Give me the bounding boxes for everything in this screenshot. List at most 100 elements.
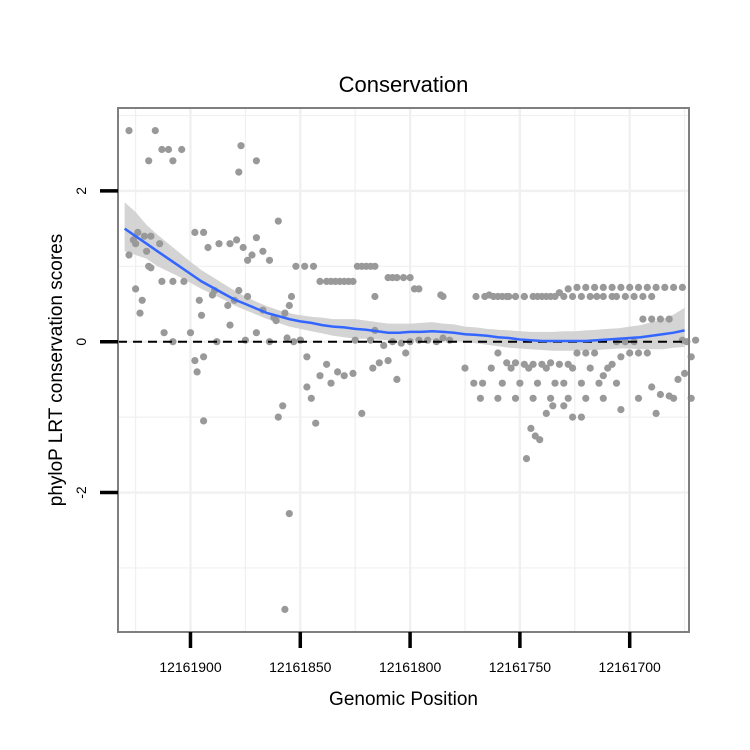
data-point	[309, 262, 318, 270]
data-point	[200, 353, 208, 361]
data-point	[415, 285, 423, 293]
data-point	[608, 360, 616, 368]
data-point	[586, 292, 594, 301]
data-point	[281, 605, 289, 614]
data-point	[151, 127, 159, 135]
x-tick-label: 12161900	[159, 659, 222, 675]
data-point	[371, 262, 379, 270]
data-point	[169, 277, 177, 285]
data-point	[138, 296, 146, 304]
data-point	[340, 372, 348, 380]
data-point	[549, 402, 557, 410]
data-point	[132, 240, 140, 248]
data-point	[358, 409, 366, 417]
data-point	[351, 336, 359, 344]
data-point	[200, 417, 208, 425]
data-point	[472, 292, 480, 301]
plot-panel-border	[117, 107, 690, 633]
data-point	[538, 292, 546, 301]
data-point	[316, 372, 324, 380]
data-point	[626, 349, 634, 357]
data-point	[226, 321, 234, 329]
data-point	[555, 289, 564, 297]
data-point	[476, 394, 484, 402]
data-point	[197, 311, 206, 319]
data-point	[577, 413, 586, 421]
data-point	[178, 145, 186, 154]
data-point	[538, 360, 546, 368]
data-point	[498, 379, 506, 387]
data-point	[323, 360, 331, 368]
data-point	[397, 339, 405, 347]
x-tick-label: 12161800	[379, 659, 442, 675]
data-point	[560, 402, 568, 410]
data-point	[279, 402, 287, 410]
data-point	[533, 379, 542, 387]
data-point	[186, 329, 195, 337]
data-point	[204, 243, 212, 252]
data-point	[591, 349, 599, 357]
confidence-band-group	[124, 202, 685, 351]
data-point	[643, 349, 651, 357]
data-point	[608, 283, 616, 291]
data-point	[281, 309, 289, 317]
data-point	[617, 283, 625, 291]
data-point	[485, 291, 493, 299]
data-point	[648, 315, 656, 323]
data-point	[573, 283, 581, 291]
data-point	[564, 394, 572, 402]
data-point	[599, 292, 607, 301]
data-point	[156, 240, 164, 248]
data-point	[316, 277, 324, 285]
data-point	[259, 247, 267, 255]
y-tick-label: 0	[73, 338, 89, 346]
data-point	[125, 251, 133, 259]
data-point	[169, 157, 177, 165]
data-point	[252, 329, 260, 337]
data-point	[164, 145, 173, 154]
data-point	[529, 360, 537, 368]
data-point	[507, 364, 515, 372]
data-point	[665, 392, 673, 400]
data-point	[369, 364, 377, 372]
data-point	[132, 285, 140, 293]
smooth-trend-line	[123, 227, 685, 343]
data-point	[621, 292, 629, 301]
data-point	[560, 379, 568, 387]
data-point	[393, 375, 401, 383]
data-point	[145, 262, 153, 270]
data-point	[215, 240, 223, 248]
x-tick-label: 12161700	[599, 659, 662, 675]
data-point	[511, 359, 520, 367]
data-point	[461, 364, 469, 372]
data-point	[180, 277, 188, 285]
data-point	[375, 359, 383, 367]
data-point	[303, 383, 311, 391]
data-point	[617, 353, 625, 361]
x-tick-label: 12161750	[489, 659, 552, 675]
data-point	[274, 217, 282, 225]
data-point	[582, 283, 590, 291]
data-point	[158, 145, 166, 154]
data-point	[529, 394, 537, 402]
data-point	[656, 315, 665, 323]
data-point	[634, 394, 643, 402]
x-axis-ticks: 12161900 12161850 12161800 12161750 12161700	[159, 632, 661, 675]
data-point	[494, 349, 502, 357]
data-point	[193, 368, 201, 376]
data-point	[134, 228, 142, 236]
data-point	[582, 349, 590, 357]
data-point	[402, 349, 410, 357]
data-point	[307, 394, 315, 402]
data-point	[626, 283, 634, 291]
data-point	[634, 349, 643, 357]
data-point	[169, 338, 177, 346]
data-point	[511, 292, 520, 301]
data-point	[393, 274, 401, 282]
data-point	[292, 262, 300, 270]
data-point	[634, 283, 643, 291]
data-point	[527, 424, 535, 432]
data-point	[265, 256, 274, 264]
data-point	[145, 157, 153, 165]
